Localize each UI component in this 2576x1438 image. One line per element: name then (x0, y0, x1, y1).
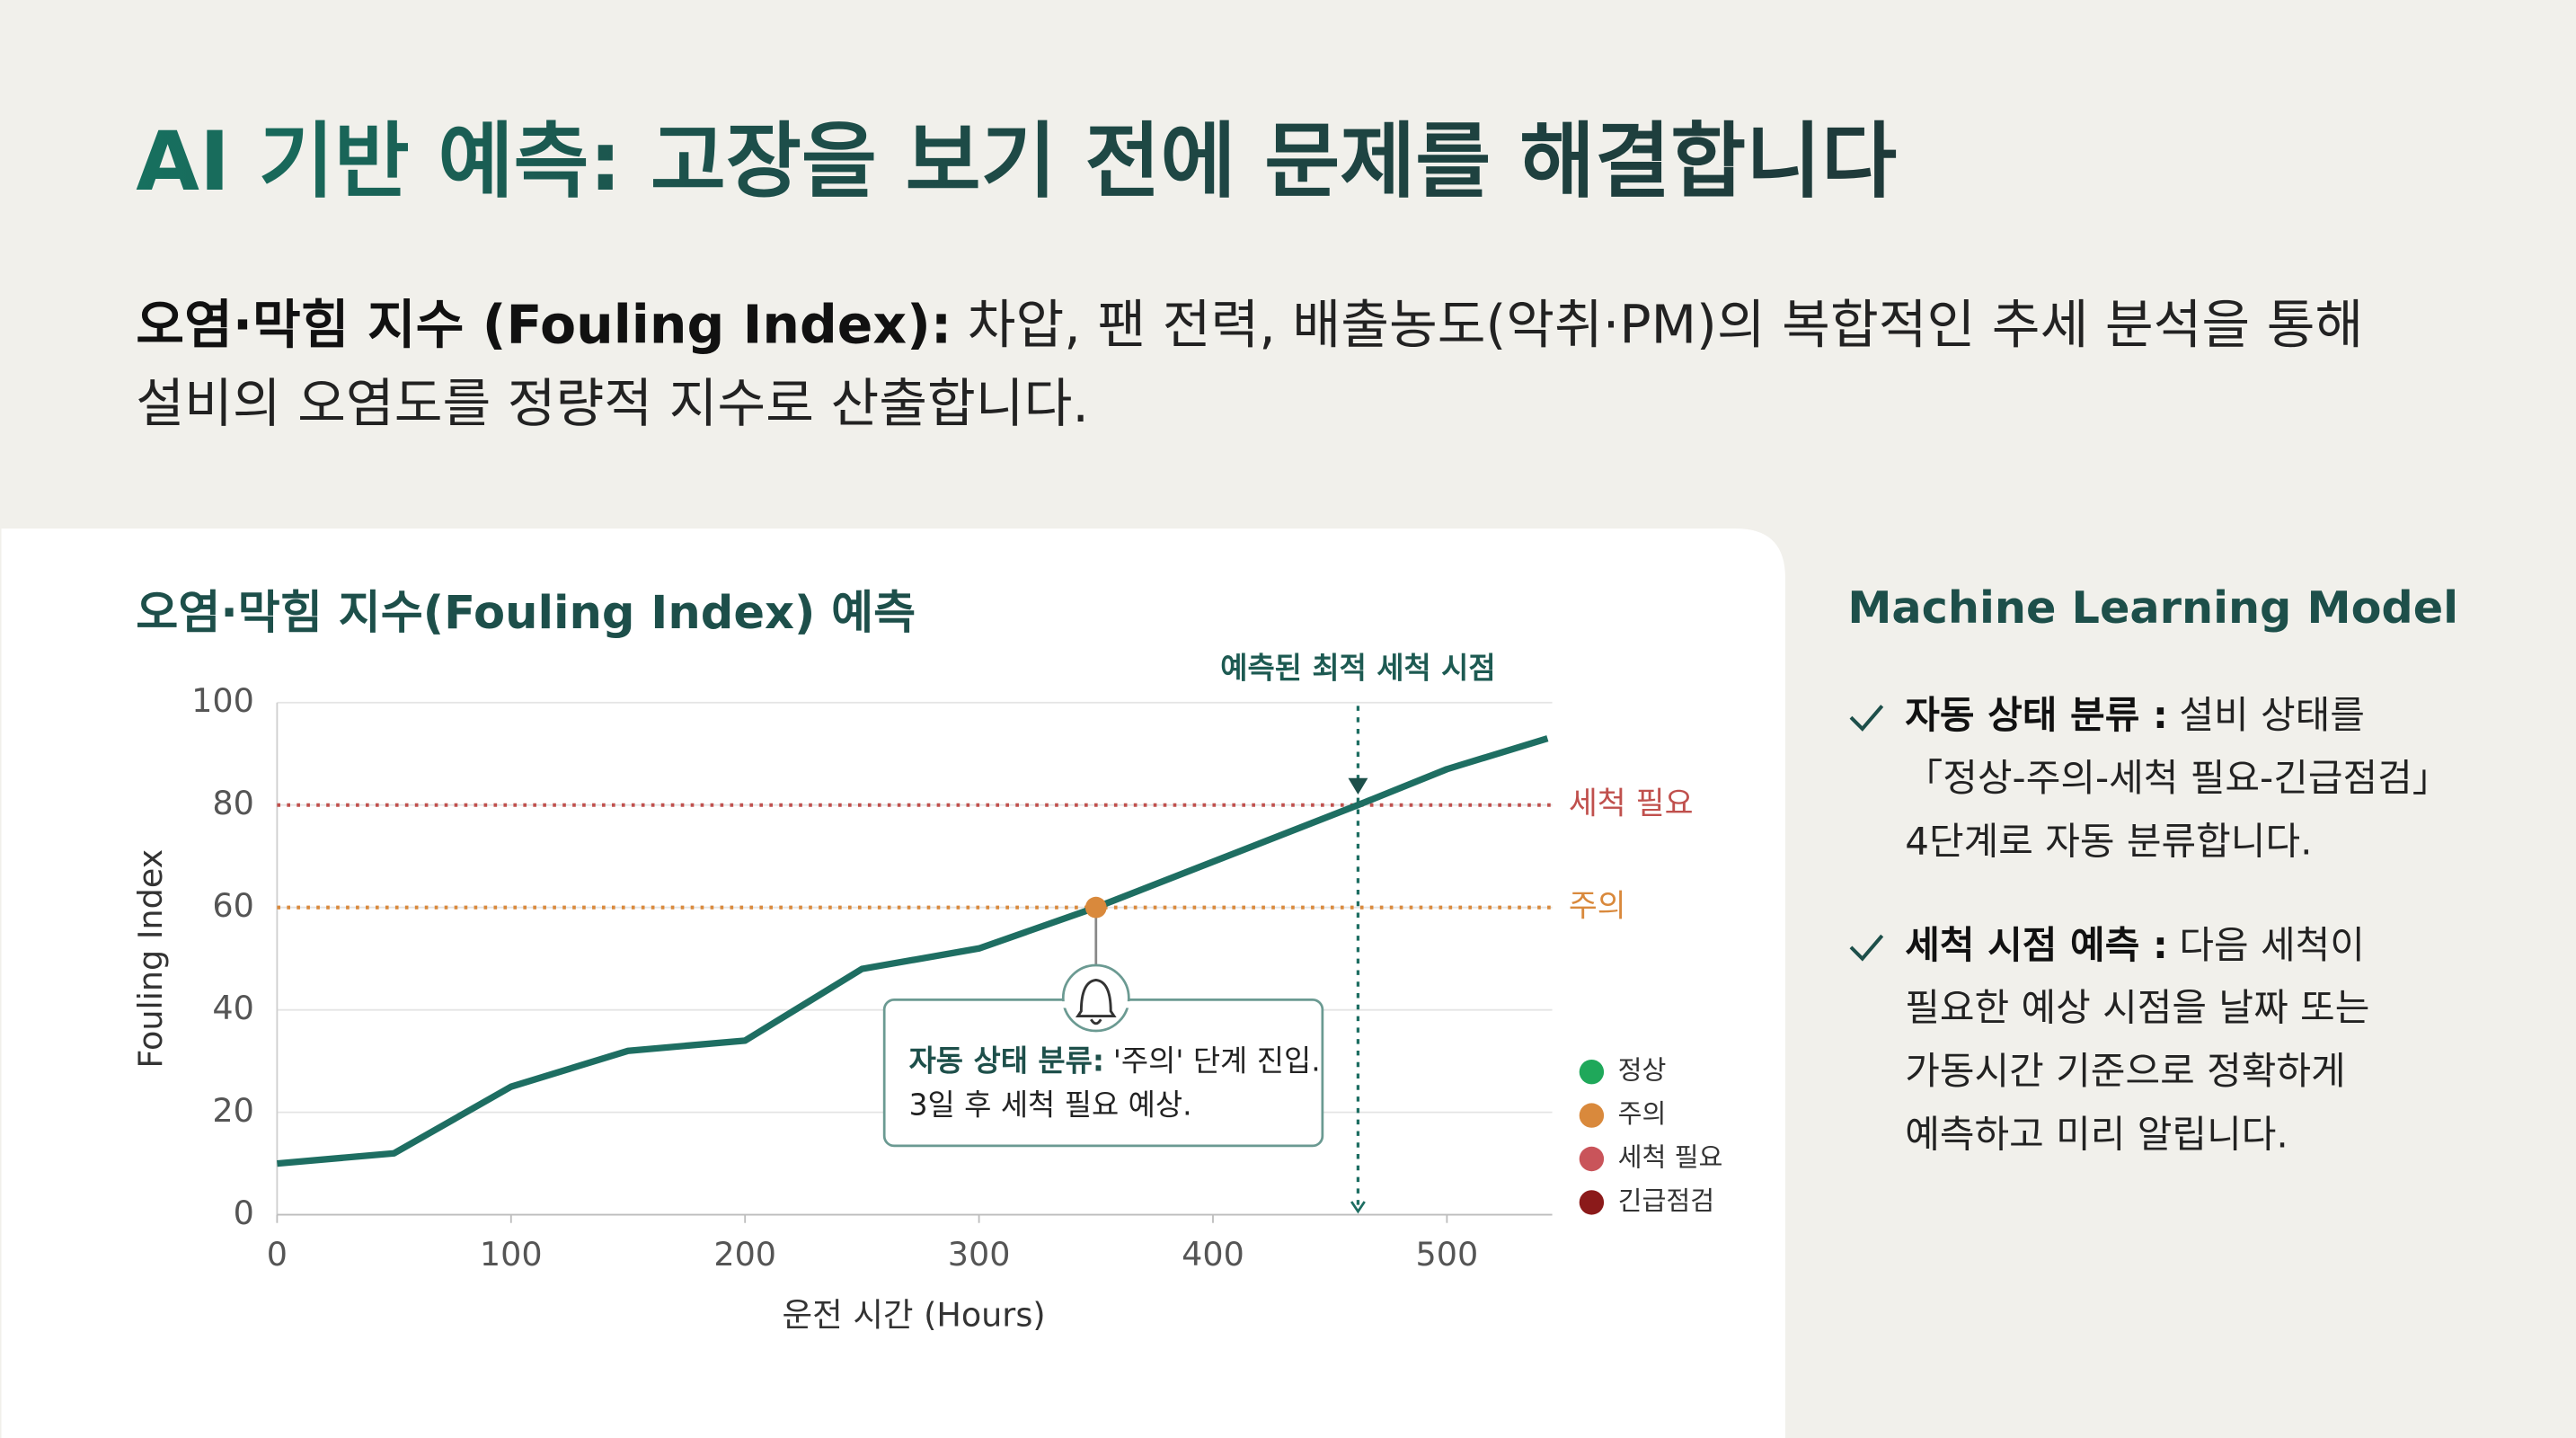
x-tick-label: 0 (267, 1235, 288, 1274)
optimal-arrow (1348, 777, 1368, 795)
y-tick-label: 80 (212, 784, 253, 822)
x-tick-label: 200 (713, 1235, 776, 1274)
x-axis-label: 운전 시간 (Hours) (783, 1295, 1046, 1334)
page-title: AI 기반 예측: 고장을 보기 전에 문제를 해결합니다 (136, 113, 1897, 209)
x-tick-label: 100 (480, 1235, 543, 1274)
description-line: 오염·막힘 지수 (Fouling Index): 차압, 팬 전력, 배출농도(… (136, 294, 2363, 355)
panel-line: 예측하고 미리 알립니다. (1905, 1112, 2288, 1156)
threshold-label: 세척 필요 (1569, 786, 1694, 822)
alert-point (1084, 896, 1107, 919)
callout-line-bold: 자동 상태 분류: (909, 1043, 1104, 1078)
panel-line: 자동 상태 분류 : 설비 상태를 (1905, 693, 2365, 737)
panel-line-bold: 자동 상태 분류 : (1905, 693, 2168, 737)
legend-label: 정상 (1618, 1055, 1667, 1086)
panel-line: 가동시간 기준으로 정확하게 (1905, 1049, 2345, 1093)
optimal-label: 예측된 최적 세척 시점 (1220, 651, 1495, 686)
x-tick-label: 400 (1182, 1235, 1244, 1274)
chart-title: 오염·막힘 지수(Fouling Index) 예측 (136, 587, 916, 640)
panel-line: 4단계로 자동 분류합니다. (1905, 819, 2312, 863)
legend-label: 주의 (1618, 1098, 1667, 1129)
chart-card (1, 528, 1785, 1438)
panel-title: Machine Learning Model (1847, 581, 2458, 634)
y-tick-label: 100 (191, 681, 254, 720)
description-line: 설비의 오염도를 정량적 지수로 산출합니다. (136, 373, 1089, 434)
legend-dot (1579, 1103, 1605, 1128)
y-tick-label: 20 (212, 1091, 253, 1130)
description-line-text: 차압, 팬 전력, 배출농도(악취·PM)의 복합적인 추세 분석을 통해 (968, 294, 2364, 355)
callout-line: 자동 상태 분류: '주의' 단계 진입. (909, 1043, 1321, 1078)
panel-line-bold: 세척 시점 예측 : (1905, 922, 2168, 966)
panel-line: 세척 시점 예측 : 다음 세척이 (1905, 922, 2365, 966)
threshold-label: 주의 (1569, 889, 1626, 925)
callout-line-text: '주의' 단계 진입. (1113, 1043, 1321, 1078)
legend-dot (1579, 1059, 1605, 1085)
check-icon (1849, 934, 1884, 962)
x-tick-label: 300 (948, 1235, 1011, 1274)
panel-line: 「정상-주의-세척 필요-긴급점검」 (1905, 756, 2449, 800)
y-axis-label: Fouling Index (131, 849, 170, 1069)
legend-label: 세척 필요 (1618, 1141, 1723, 1172)
panel-line-text: 다음 세척이 (2179, 922, 2365, 966)
check-icon (1849, 705, 1884, 732)
fouling-line (277, 735, 1549, 1167)
y-tick-label: 40 (212, 989, 253, 1027)
y-tick-label: 0 (234, 1194, 254, 1232)
bell-badge (1061, 963, 1130, 1033)
legend-dot (1579, 1146, 1605, 1172)
x-tick-label: 500 (1416, 1235, 1479, 1274)
bell-cover (1059, 1001, 1132, 1008)
y-tick-label: 60 (212, 886, 253, 925)
legend-dot (1579, 1190, 1605, 1215)
description-line-bold: 오염·막힘 지수 (Fouling Index): (136, 294, 952, 355)
bell-icon (1075, 978, 1117, 1025)
panel-line-text: 설비 상태를 (2179, 693, 2365, 737)
optimal-arrow-bottom (1350, 1201, 1366, 1214)
panel-line: 필요한 예상 시점을 날짜 또는 (1905, 986, 2369, 1030)
legend-label: 긴급점검 (1618, 1185, 1715, 1216)
callout-line: 3일 후 세척 필요 예상. (909, 1087, 1192, 1123)
